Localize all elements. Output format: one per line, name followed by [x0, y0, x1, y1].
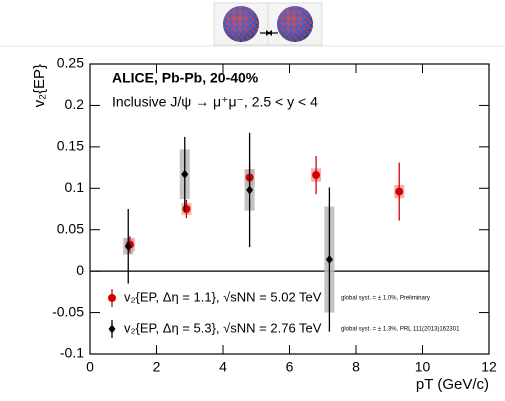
legend-note: global syst. = ± 1.0%, Preliminary	[341, 296, 430, 302]
y-tick-label: 0.25	[57, 55, 84, 71]
data-point	[124, 241, 132, 251]
legend-marker	[108, 294, 116, 302]
x-tick-label: 8	[352, 359, 360, 375]
legend-marker	[108, 324, 116, 334]
x-axis-label: pT (GeV/c)	[416, 376, 489, 393]
y-tick-label: -0.05	[52, 303, 84, 319]
y-tick-label: 0	[76, 262, 84, 278]
y-axis-label: v₂{EP}	[31, 64, 48, 107]
legend-note: global syst. = ± 1.3%, PRL 111(2013)1623…	[341, 327, 460, 333]
data-point	[182, 205, 191, 213]
y-tick-label: 0.1	[65, 179, 85, 195]
x-tick-label: 12	[481, 359, 497, 375]
data-point	[325, 255, 333, 265]
data-point	[181, 169, 189, 179]
x-tick-label: 2	[153, 359, 161, 375]
legend-label: v₂{EP, Δη = 1.1}, √sNN = 5.02 TeV	[124, 289, 322, 304]
legend-label: v₂{EP, Δη = 5.3}, √sNN = 2.76 TeV	[124, 320, 322, 335]
y-tick-label: 0.05	[57, 220, 84, 236]
y-tick-label: -0.1	[60, 345, 84, 361]
data-point	[246, 185, 254, 195]
x-tick-label: 10	[415, 359, 431, 375]
data-point	[312, 171, 321, 180]
chart-subtitle: Inclusive J/ψ → μ⁺μ⁻, 2.5 < y < 4	[112, 94, 318, 110]
chart-title: ALICE, Pb-Pb, 20-40%	[112, 70, 259, 86]
data-point	[395, 187, 404, 196]
x-tick-label: 4	[219, 359, 227, 375]
collision-image	[213, 2, 323, 46]
y-tick-label: 0.15	[57, 138, 84, 154]
x-tick-label: 0	[86, 359, 94, 375]
y-tick-label: 0.2	[65, 96, 85, 112]
x-tick-label: 6	[286, 359, 294, 375]
